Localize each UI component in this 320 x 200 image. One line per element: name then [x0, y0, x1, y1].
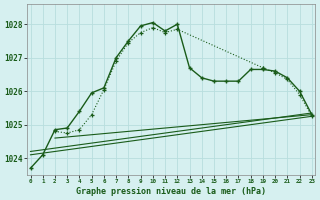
X-axis label: Graphe pression niveau de la mer (hPa): Graphe pression niveau de la mer (hPa) — [76, 187, 266, 196]
